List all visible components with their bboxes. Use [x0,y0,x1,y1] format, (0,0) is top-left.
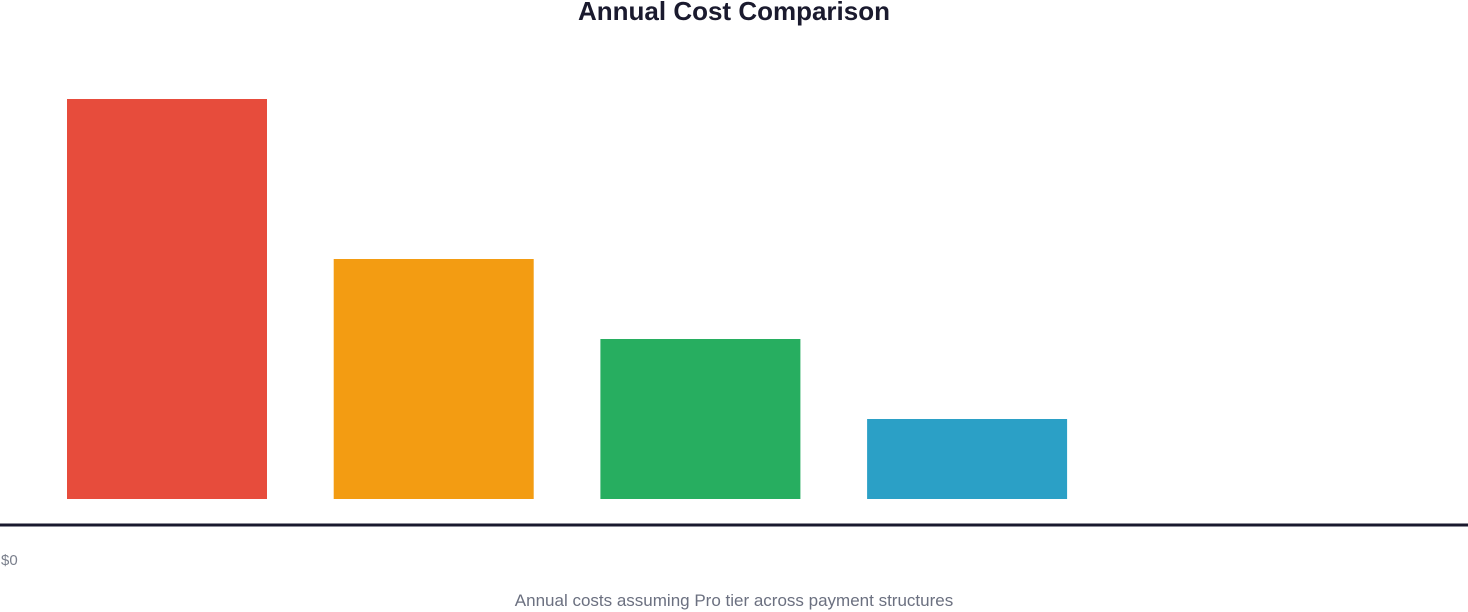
bar-4 [867,419,1068,499]
chart-caption: Annual costs assuming Pro tier across pa… [514,591,954,610]
y-axis-zero-label: $0 [1,552,18,569]
bar-1 [67,99,267,499]
bar-2 [333,259,534,499]
chart-title: Annual Cost Comparison [577,0,890,26]
bar-3 [600,339,801,499]
bars-group [67,99,1068,499]
